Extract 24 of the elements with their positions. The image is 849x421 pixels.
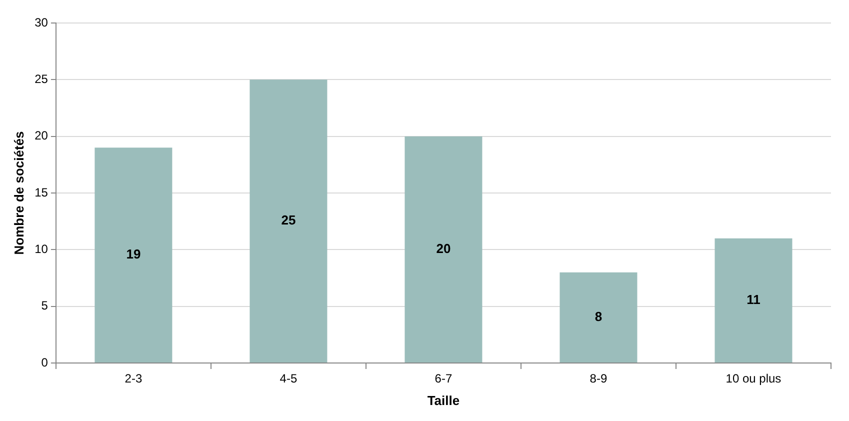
- x-tick-label: 4-5: [280, 372, 298, 386]
- x-tick-label: 6-7: [434, 372, 452, 386]
- y-tick-label: 0: [41, 355, 48, 370]
- bar: [94, 148, 172, 362]
- y-tick-label: 20: [34, 128, 48, 143]
- data-label: 11: [746, 292, 760, 307]
- y-tick-label: 15: [34, 185, 48, 200]
- bar: [560, 272, 638, 362]
- data-label: 8: [594, 308, 602, 324]
- bar: [404, 136, 482, 362]
- bar: [250, 80, 328, 362]
- y-axis-title: Nombre de sociétés: [11, 131, 26, 255]
- y-tick-label: 25: [34, 72, 48, 86]
- x-tick-label: 10 ou plus: [726, 372, 782, 386]
- x-axis-title: Taille: [427, 392, 460, 408]
- y-tick-label: 30: [34, 15, 48, 30]
- data-label: 20: [436, 240, 451, 256]
- y-tick-label: 10: [34, 242, 48, 256]
- bar: [714, 238, 792, 362]
- x-tick-label: 2-3: [124, 372, 142, 386]
- y-tick-label: 5: [41, 298, 48, 313]
- data-label: 25: [281, 212, 296, 228]
- x-tick-label: 8-9: [590, 372, 608, 386]
- data-label: 19: [126, 246, 141, 262]
